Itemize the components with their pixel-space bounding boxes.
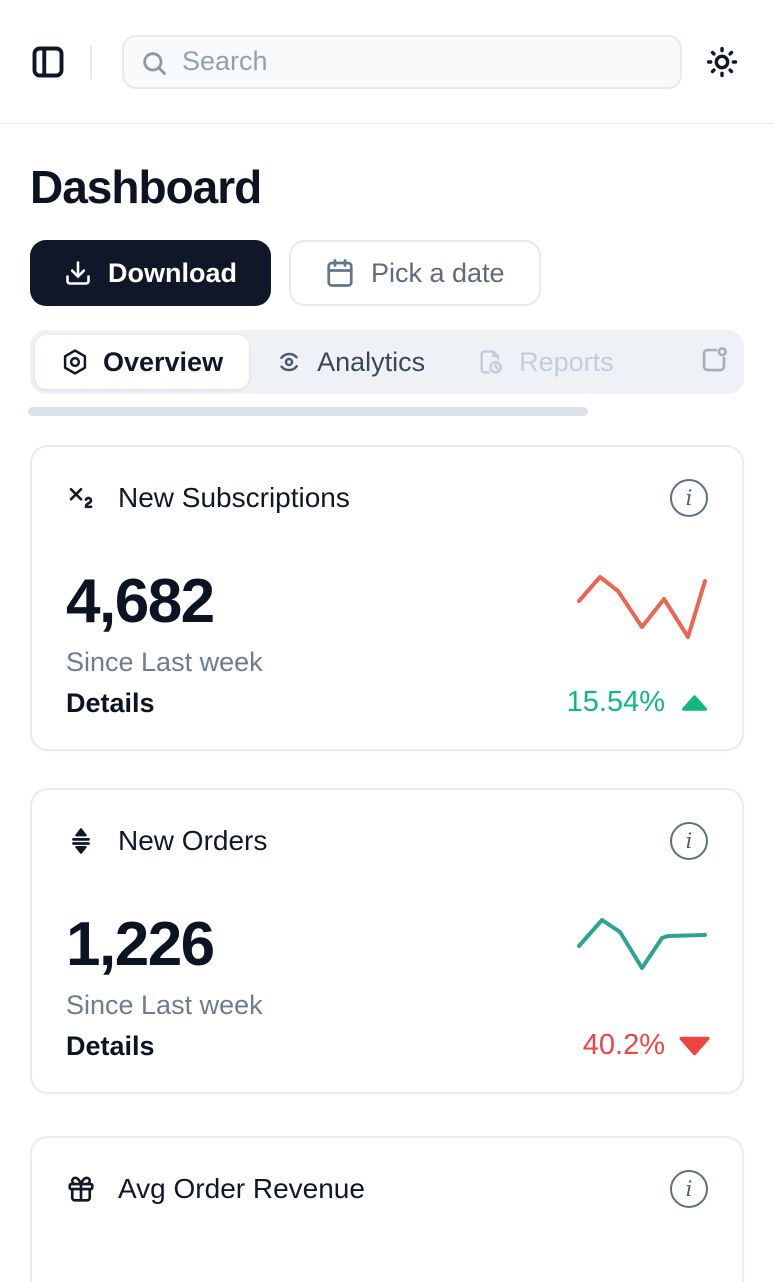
tab-overview[interactable]: Overview: [35, 335, 250, 389]
header-divider: [90, 44, 92, 79]
card-title: New Orders: [118, 825, 268, 856]
sun-icon: [706, 46, 738, 77]
page-title: Dashboard: [30, 161, 262, 213]
metric-value: 4,682: [66, 567, 215, 636]
sparkline-chart: [577, 918, 707, 970]
card-body: 1,226 Since Last week Details 40.2%: [66, 914, 710, 1062]
search-input[interactable]: [122, 34, 682, 89]
trend-block: 15.54%: [567, 571, 708, 719]
change-indicator: 40.2%: [582, 1029, 710, 1062]
tab-reports-label: Reports: [519, 346, 614, 377]
card-body: 4,682 Since Last week Details 15.54%: [66, 571, 708, 719]
main-content: Dashboard Download Pick a date Overview: [0, 160, 774, 1282]
tab-reports: Reports: [451, 335, 640, 389]
toolbar: Download Pick a date: [30, 240, 744, 306]
tab-bar: Overview Analytics Reports: [30, 330, 744, 394]
pick-date-button-label: Pick a date: [371, 257, 505, 288]
calendar-icon: [327, 259, 353, 287]
trend-triangle-icon: [679, 1036, 710, 1055]
details-link[interactable]: Details: [66, 1031, 155, 1061]
orbit-icon: [280, 352, 299, 372]
search-icon: [143, 51, 166, 75]
subscript-icon: [69, 487, 93, 509]
sidebar-toggle-button[interactable]: [30, 44, 66, 80]
stat-card-new-subscriptions: New Subscriptions i 4,682 Since Last wee…: [30, 445, 744, 751]
download-button-label: Download: [108, 257, 237, 288]
download-button[interactable]: Download: [30, 240, 271, 306]
change-value: 40.2%: [582, 1029, 665, 1061]
card-header: New Orders i: [66, 822, 708, 860]
info-icon: i: [685, 485, 693, 510]
theme-toggle-button[interactable]: [700, 40, 744, 84]
info-icon: i: [685, 1176, 693, 1201]
gift-icon: [68, 1176, 94, 1202]
square-dot-icon: [702, 346, 727, 371]
tab-overview-label: Overview: [103, 346, 224, 377]
panel-left-icon: [32, 46, 64, 77]
metric-block: 1,226 Since Last week Details: [66, 914, 263, 1062]
card-title: Avg Order Revenue: [118, 1173, 365, 1204]
stat-card-avg-order-revenue: Avg Order Revenue i: [30, 1136, 744, 1282]
tabs-scrollbar-thumb[interactable]: [28, 407, 588, 416]
metric-caption: Since Last week: [66, 647, 263, 677]
top-bar: [0, 0, 774, 124]
stat-card-new-orders: New Orders i 1,226 Since Last week Detai…: [30, 788, 744, 1094]
pick-date-button[interactable]: Pick a date: [289, 240, 541, 306]
hexagon-badge-icon: [63, 349, 87, 375]
file-clock-icon: [480, 350, 503, 374]
info-icon: i: [685, 828, 693, 853]
card-title: New Subscriptions: [118, 482, 350, 513]
info-button[interactable]: i: [670, 479, 708, 517]
info-button[interactable]: i: [670, 822, 708, 860]
details-link[interactable]: Details: [66, 688, 155, 718]
search-box: [122, 34, 682, 89]
unfold-vertical-icon: [72, 828, 90, 854]
trend-triangle-icon: [681, 694, 708, 711]
card-header: Avg Order Revenue i: [66, 1170, 708, 1208]
tab-analytics[interactable]: Analytics: [249, 335, 451, 389]
metric-value: 1,226: [66, 910, 215, 979]
download-icon: [66, 261, 90, 285]
change-value: 15.54%: [566, 686, 665, 718]
card-header: New Subscriptions i: [66, 479, 708, 517]
trend-block: 40.2%: [576, 914, 710, 1062]
tabs-scrollbar: [28, 407, 744, 416]
tab-analytics-label: Analytics: [317, 346, 426, 377]
sparkline-chart: [577, 575, 707, 639]
metric-block: 4,682 Since Last week Details: [66, 571, 263, 719]
metric-caption: Since Last week: [66, 990, 263, 1020]
change-indicator: 15.54%: [567, 686, 708, 719]
info-button[interactable]: i: [670, 1170, 708, 1208]
tab-overflow-indicator[interactable]: [699, 345, 729, 380]
